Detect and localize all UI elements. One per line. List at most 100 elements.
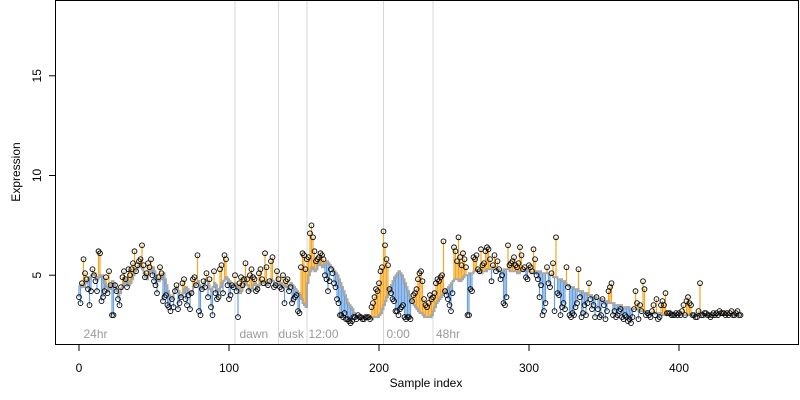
x-tick-label: 0	[76, 361, 83, 375]
data-point	[445, 296, 451, 302]
data-point	[176, 300, 183, 306]
y-tick-label: 5	[30, 272, 44, 279]
data-point	[94, 288, 100, 295]
data-point	[454, 258, 460, 265]
data-point	[274, 268, 280, 275]
y-axis: 5 10 15	[30, 69, 55, 279]
data-point	[302, 266, 309, 273]
data-point	[521, 264, 528, 271]
data-point	[656, 314, 663, 320]
data-point	[167, 308, 174, 314]
data-point	[431, 290, 438, 297]
data-point	[215, 294, 222, 300]
data-point	[89, 266, 96, 273]
x-tick-label: 300	[519, 361, 539, 375]
data-point	[310, 234, 316, 241]
data-point	[188, 290, 195, 297]
data-point	[341, 310, 348, 316]
data-point	[112, 282, 118, 289]
data-point	[478, 246, 484, 253]
data-point	[680, 302, 687, 308]
data-point	[269, 254, 276, 261]
data-point	[380, 228, 387, 235]
data-point	[103, 274, 109, 281]
data-point	[187, 306, 193, 312]
data-point	[251, 276, 258, 283]
data-point	[595, 306, 601, 312]
data-point	[86, 302, 93, 308]
data-point	[505, 242, 511, 249]
data-point	[82, 270, 88, 277]
data-point	[232, 272, 238, 279]
data-point	[80, 256, 87, 263]
data-point	[575, 266, 582, 273]
data-point	[172, 288, 178, 295]
data-point	[104, 290, 111, 297]
data-point	[628, 320, 634, 326]
data-point	[449, 290, 456, 297]
data-point	[400, 302, 406, 308]
data-point	[439, 272, 445, 279]
data-point	[230, 284, 237, 291]
data-point	[194, 252, 201, 259]
data-point	[560, 300, 567, 306]
data-point	[245, 288, 252, 295]
data-point	[307, 230, 313, 237]
data-point	[170, 304, 177, 310]
data-point	[257, 266, 264, 273]
data-point	[106, 268, 112, 275]
annotation-label: 48hr	[436, 327, 460, 341]
x-axis-label: Sample index	[390, 376, 463, 390]
data-point	[329, 270, 336, 277]
data-point	[146, 264, 153, 271]
data-point	[407, 316, 414, 322]
data-point	[458, 262, 465, 269]
data-point	[601, 302, 607, 308]
data-point	[565, 284, 571, 291]
data-point	[662, 290, 669, 297]
data-point	[553, 234, 559, 241]
data-point	[284, 276, 291, 283]
data-point	[598, 312, 604, 318]
data-point	[163, 292, 169, 298]
data-point	[181, 276, 187, 283]
data-point	[118, 284, 124, 291]
data-point	[92, 278, 99, 285]
data-point	[529, 268, 535, 275]
data-point	[499, 272, 505, 279]
data-point	[202, 284, 208, 291]
data-point	[631, 306, 637, 312]
data-point	[418, 268, 424, 275]
data-point	[587, 296, 594, 302]
data-point	[152, 282, 159, 289]
data-point	[200, 278, 207, 285]
data-point	[182, 296, 189, 302]
data-point	[661, 302, 667, 308]
data-point	[127, 272, 133, 279]
data-point	[121, 268, 127, 275]
data-point	[91, 272, 97, 279]
data-point	[524, 276, 531, 283]
fit-line	[79, 260, 741, 321]
data-point	[242, 260, 249, 267]
data-point	[77, 300, 84, 306]
data-point	[376, 280, 382, 287]
data-point	[617, 306, 624, 312]
data-point	[562, 306, 568, 312]
data-point	[308, 222, 315, 229]
data-point	[218, 262, 225, 269]
data-point	[332, 284, 339, 291]
data-point	[518, 252, 525, 259]
data-point	[125, 266, 132, 273]
data-point	[148, 256, 154, 263]
data-point	[608, 280, 615, 287]
data-point	[220, 290, 226, 297]
data-point	[679, 308, 685, 314]
data-point	[457, 254, 463, 261]
data-point	[469, 288, 475, 295]
data-point	[536, 294, 543, 300]
data-point	[379, 264, 385, 271]
data-point	[602, 316, 609, 322]
data-point	[515, 260, 522, 267]
